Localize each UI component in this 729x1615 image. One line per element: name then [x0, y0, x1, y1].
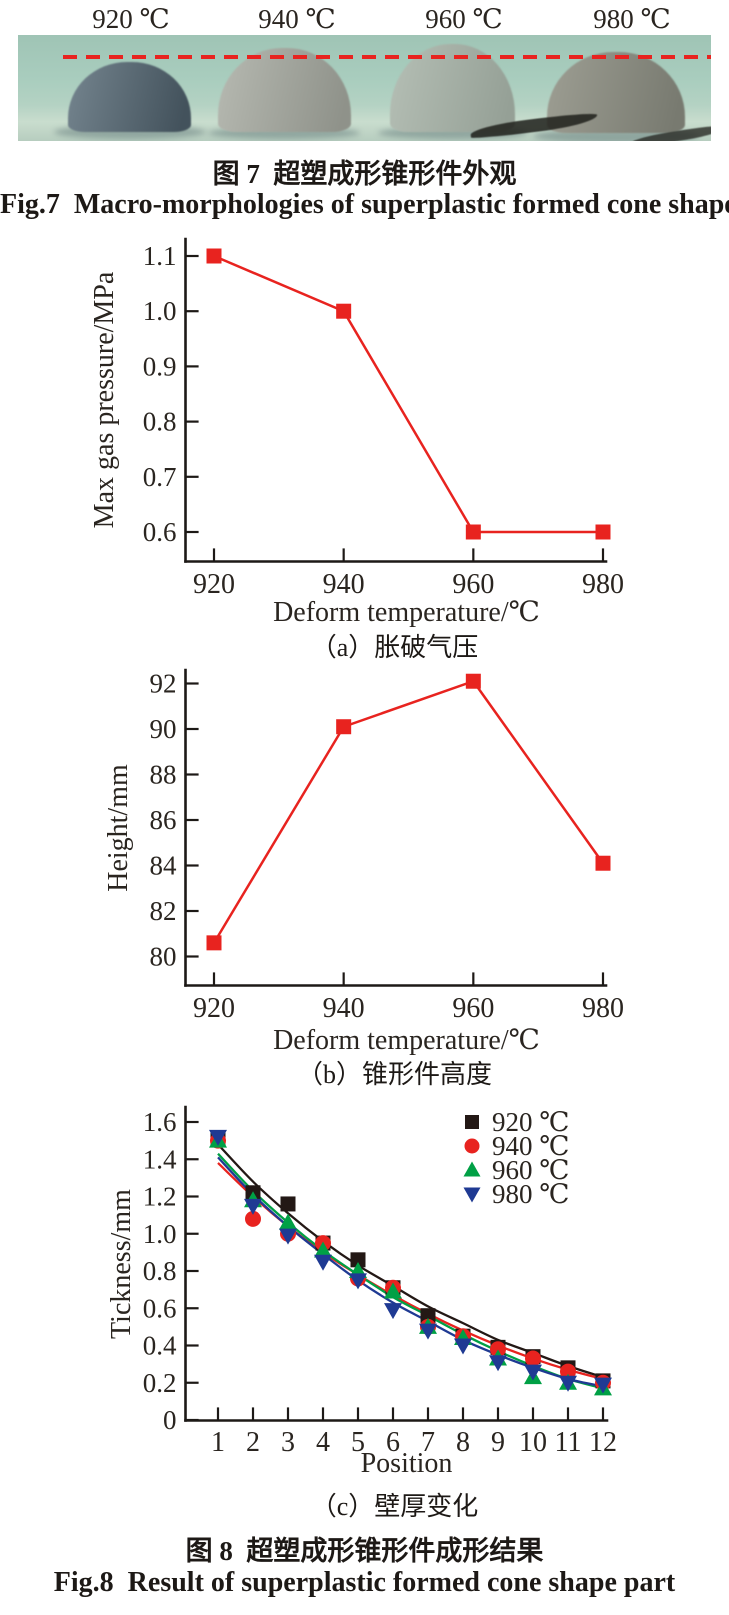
fig8-caption-en: Fig.8 Result of superplastic formed cone… — [53, 1567, 676, 1598]
svg-text:940 ℃: 940 ℃ — [492, 1131, 569, 1161]
svg-text:0.2: 0.2 — [143, 1368, 177, 1398]
svg-text:88: 88 — [150, 760, 177, 790]
svg-text:1.4: 1.4 — [143, 1144, 177, 1174]
chart-a-xaxis-title: Deform temperature/℃ — [273, 597, 540, 628]
svg-text:0: 0 — [163, 1405, 177, 1435]
svg-text:0.8: 0.8 — [143, 1256, 177, 1286]
chart-c-caption: （c）壁厚变化 — [310, 1492, 479, 1521]
svg-text:3: 3 — [281, 1427, 295, 1458]
svg-text:0.6: 0.6 — [143, 517, 177, 547]
svg-text:940: 940 — [323, 569, 365, 600]
svg-text:940: 940 — [323, 993, 365, 1024]
svg-text:1.0: 1.0 — [143, 1219, 177, 1249]
svg-text:920: 920 — [193, 993, 235, 1024]
svg-text:Tickness/mm: Tickness/mm — [106, 1189, 137, 1339]
photo-temp-label-940: 940 ℃ — [258, 4, 336, 34]
svg-text:920 ℃: 920 ℃ — [492, 1107, 569, 1137]
svg-text:980 ℃: 980 ℃ — [492, 1179, 569, 1209]
svg-text:1.2: 1.2 — [143, 1182, 177, 1212]
svg-text:92: 92 — [150, 669, 177, 699]
svg-text:1.0: 1.0 — [143, 296, 177, 326]
svg-text:0.9: 0.9 — [143, 351, 177, 381]
svg-text:960 ℃: 960 ℃ — [492, 1155, 569, 1185]
fig7-caption-zh: 图 7 超塑成形锥形件外观 — [212, 159, 517, 189]
svg-text:4: 4 — [316, 1427, 330, 1458]
svg-text:980: 980 — [582, 569, 624, 600]
svg-text:80: 80 — [150, 942, 177, 972]
svg-text:960: 960 — [452, 993, 494, 1024]
chart-b-caption: （b）锥形件高度 — [296, 1060, 492, 1089]
fig7-caption-en: Fig.7 Macro-morphologies of superplastic… — [0, 189, 729, 220]
svg-text:1.6: 1.6 — [143, 1107, 177, 1137]
chart-b-xaxis-title: Deform temperature/℃ — [273, 1025, 540, 1056]
svg-text:Max gas pressure/MPa: Max gas pressure/MPa — [89, 271, 120, 528]
svg-text:1.1: 1.1 — [143, 241, 177, 271]
svg-text:82: 82 — [150, 896, 177, 926]
svg-text:980: 980 — [582, 993, 624, 1024]
svg-text:Height/mm: Height/mm — [103, 764, 134, 892]
svg-text:6: 6 — [386, 1427, 400, 1458]
svg-text:0.8: 0.8 — [143, 407, 177, 437]
svg-text:11: 11 — [555, 1427, 582, 1458]
svg-text:0.4: 0.4 — [143, 1331, 177, 1361]
photo-temp-label-920: 920 ℃ — [92, 4, 170, 34]
svg-text:12: 12 — [589, 1427, 617, 1458]
chart-a-caption: （a）胀破气压 — [310, 633, 479, 662]
svg-text:9: 9 — [491, 1427, 505, 1458]
photo-temp-label-960: 960 ℃ — [425, 4, 503, 34]
cone-parts-photo — [18, 35, 711, 141]
svg-text:8: 8 — [456, 1427, 470, 1458]
svg-text:960: 960 — [452, 569, 494, 600]
photo-temp-label-980: 980 ℃ — [593, 4, 671, 34]
svg-text:84: 84 — [150, 851, 178, 881]
height-reference-dashed-line — [63, 55, 711, 59]
svg-text:920: 920 — [193, 569, 235, 600]
svg-text:1: 1 — [211, 1427, 225, 1458]
svg-text:86: 86 — [150, 805, 177, 835]
svg-text:0.6: 0.6 — [143, 1293, 177, 1323]
fig8-caption-zh: 图 8 超塑成形锥形件成形结果 — [185, 1536, 544, 1566]
svg-text:5: 5 — [351, 1427, 365, 1458]
svg-text:0.7: 0.7 — [143, 462, 177, 492]
svg-text:90: 90 — [150, 714, 177, 744]
chart-c-xaxis-title: Position — [360, 1448, 453, 1479]
svg-text:10: 10 — [519, 1427, 547, 1458]
svg-text:2: 2 — [246, 1427, 260, 1458]
svg-text:7: 7 — [421, 1427, 435, 1458]
